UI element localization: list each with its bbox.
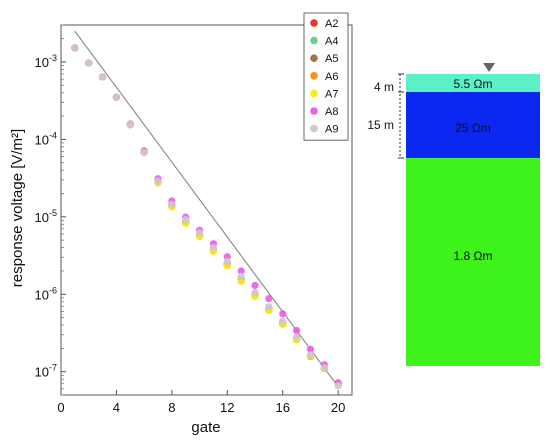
y-tick-label: 10-3 xyxy=(35,53,57,70)
data-point xyxy=(251,289,259,297)
ticks-layer: 0 4 8 12 16 20 10-7 10-6 10-5 10-4 10-3 xyxy=(35,24,345,415)
data-points-layer xyxy=(71,44,342,390)
legend-label: A5 xyxy=(325,53,338,65)
data-point xyxy=(98,73,107,81)
legend-label: A4 xyxy=(325,36,338,48)
y-axis-title: response voltage [V/m²] xyxy=(9,129,26,287)
legend-marker xyxy=(310,72,318,80)
response-chart: 0 4 8 12 16 20 10-7 10-6 10-5 10-4 10-3 gate respo… xyxy=(9,12,353,436)
data-point xyxy=(237,272,245,281)
x-tick-label: 0 xyxy=(57,400,64,415)
data-point xyxy=(237,267,245,275)
x-tick-label: 8 xyxy=(168,400,175,415)
data-point xyxy=(320,364,328,372)
data-point xyxy=(209,244,218,252)
depth-label: 15 m xyxy=(367,118,394,132)
layer-model-diagram: 5.5 Ωm 25 Ωm 1.8 Ωm 4 m 15 m xyxy=(367,63,540,366)
legend-marker xyxy=(310,107,318,115)
plot-frame xyxy=(60,24,353,396)
earth-layer xyxy=(406,158,540,366)
data-point xyxy=(112,93,121,101)
layer-resistivity-label: 25 Ωm xyxy=(455,121,491,135)
legend-marker xyxy=(310,54,318,62)
legend-marker xyxy=(310,36,318,45)
data-point xyxy=(306,345,315,353)
legend-marker xyxy=(310,124,318,133)
fit-line-layer xyxy=(74,30,339,388)
data-point xyxy=(195,229,204,237)
x-tick-label: 4 xyxy=(113,400,120,415)
earth-layer xyxy=(406,74,540,92)
data-point xyxy=(279,310,287,318)
legend-label: A2 xyxy=(325,18,338,30)
depth-label: 4 m xyxy=(374,80,394,94)
data-point xyxy=(168,200,176,208)
legend-label: A6 xyxy=(325,71,338,83)
data-point xyxy=(182,216,190,224)
data-point xyxy=(334,382,342,390)
y-tick-label: 10-4 xyxy=(35,130,57,147)
x-tick-label: 12 xyxy=(220,400,234,415)
data-point xyxy=(154,177,162,185)
x-tick-label: 16 xyxy=(275,400,289,415)
earth-layer xyxy=(406,92,540,158)
model-layers: 5.5 Ωm 25 Ωm 1.8 Ωm 4 m 15 m xyxy=(367,63,540,366)
legend-label: A8 xyxy=(325,106,338,118)
y-tick-label: 10-7 xyxy=(35,363,57,380)
data-point xyxy=(251,281,259,290)
data-point xyxy=(71,44,79,52)
data-point xyxy=(306,351,315,359)
triangle-down-icon xyxy=(483,63,496,72)
series-a9 xyxy=(71,44,342,390)
legend: A2 A4 A5 A6 A7 A8 A9 xyxy=(303,12,349,141)
legend-marker xyxy=(310,89,318,98)
y-tick-label: 10-5 xyxy=(35,208,57,225)
data-point xyxy=(279,317,287,325)
x-axis-title: gate xyxy=(191,419,220,436)
fit-line xyxy=(74,30,339,388)
data-point xyxy=(126,121,134,129)
data-point xyxy=(140,148,148,156)
data-point xyxy=(85,59,93,67)
data-point xyxy=(292,333,301,341)
data-point xyxy=(265,303,273,311)
x-tick-label: 20 xyxy=(331,400,345,415)
layer-resistivity-label: 5.5 Ωm xyxy=(454,77,493,91)
y-tick-label: 10-6 xyxy=(35,285,57,302)
layer-resistivity-label: 1.8 Ωm xyxy=(454,249,493,263)
legend-label: A7 xyxy=(325,88,338,100)
data-point xyxy=(292,326,301,335)
legend-marker xyxy=(310,19,318,27)
legend-label: A9 xyxy=(325,124,338,136)
data-point xyxy=(265,294,273,303)
data-point xyxy=(223,257,231,266)
